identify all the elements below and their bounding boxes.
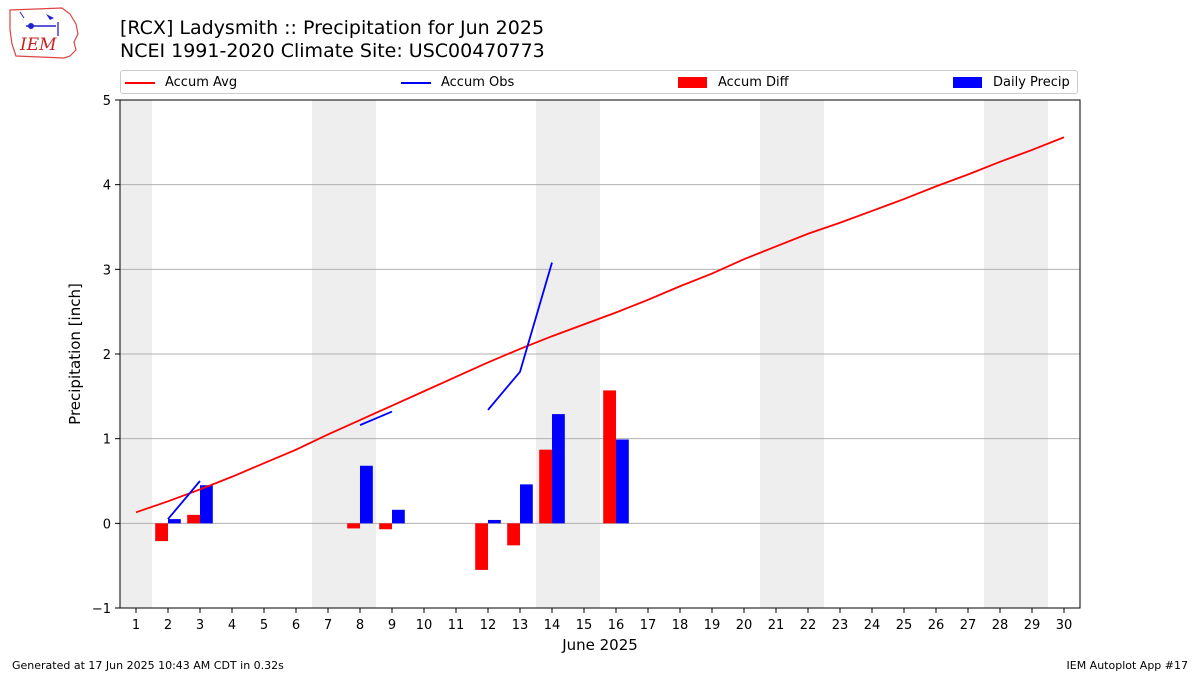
y-axis-label: Precipitation [inch] (66, 283, 84, 425)
x-tick-label: 10 (416, 618, 433, 633)
x-tick-label: 18 (672, 618, 689, 633)
chart-title: [RCX] Ladysmith :: Precipitation for Jun… (120, 17, 545, 39)
x-tick-label: 3 (196, 618, 204, 633)
x-tick-label: 14 (544, 618, 561, 633)
bar-daily-precip (552, 414, 565, 524)
legend-swatch-accum-obs (401, 82, 431, 84)
x-tick-label: 25 (896, 618, 913, 633)
x-tick-label: 19 (704, 618, 721, 633)
app-label: IEM Autoplot App #17 (1066, 659, 1189, 672)
bar-accum-diff (347, 523, 360, 529)
bars (155, 390, 629, 570)
x-tick-label: 1 (132, 618, 140, 633)
y-tick-label: −1 (92, 602, 111, 617)
x-tick-label: 16 (608, 618, 625, 633)
y-tick-label: 4 (103, 179, 111, 194)
x-tick-label: 13 (512, 618, 529, 633)
x-tick-label: 28 (992, 618, 1009, 633)
bar-accum-diff (379, 523, 392, 530)
bar-accum-diff (603, 390, 616, 524)
x-tick-label: 2 (164, 618, 172, 633)
x-tick-label: 26 (928, 618, 945, 633)
x-tick-label: 4 (228, 618, 236, 633)
x-tick-label: 9 (388, 618, 396, 633)
legend-label: Daily Precip (993, 75, 1070, 90)
x-tick-label: 5 (260, 618, 268, 633)
bar-accum-diff (155, 523, 168, 542)
legend-label: Accum Diff (718, 75, 789, 90)
bar-daily-precip (520, 484, 533, 524)
chart-subtitle: NCEI 1991-2020 Climate Site: USC00470773 (120, 40, 545, 62)
x-tick-label: 29 (1024, 618, 1041, 633)
y-tick-label: 3 (103, 263, 111, 278)
x-tick-label: 30 (1056, 618, 1073, 633)
x-tick-label: 12 (480, 618, 497, 633)
bar-daily-precip (200, 485, 213, 524)
bar-daily-precip (392, 509, 405, 524)
legend-swatch-accum-avg (125, 82, 155, 84)
logo-wordmark: IEM (19, 35, 57, 55)
x-axis-label: June 2025 (561, 636, 638, 654)
legend-swatch-daily-precip (953, 77, 982, 88)
x-tick-label: 7 (324, 618, 332, 633)
x-tick-label: 27 (960, 618, 977, 633)
y-tick-label: 2 (103, 348, 111, 363)
lines (135, 136, 1065, 520)
legend-label: Accum Obs (441, 75, 515, 90)
bar-daily-precip (616, 439, 629, 524)
x-tick-label: 20 (736, 618, 753, 633)
generated-timestamp: Generated at 17 Jun 2025 10:43 AM CDT in… (12, 659, 284, 672)
line-accum-obs (359, 410, 393, 426)
x-tick-label: 15 (576, 618, 593, 633)
y-tick-label: 1 (103, 433, 111, 448)
y-tick-label: 0 (103, 517, 111, 532)
x-tick-label: 8 (356, 618, 364, 633)
bar-daily-precip (360, 465, 373, 524)
x-tick-label: 23 (832, 618, 849, 633)
x-tick-label: 21 (768, 618, 785, 633)
legend-label: Accum Avg (165, 75, 238, 90)
line-accum-avg (135, 136, 1065, 514)
bar-accum-diff (475, 523, 488, 570)
legend-swatch-accum-diff (678, 77, 707, 88)
x-tick-label: 11 (448, 618, 465, 633)
bar-accum-diff (507, 523, 520, 546)
line-accum-obs (167, 480, 201, 520)
bar-daily-precip (488, 519, 501, 524)
chart-legend: Accum Avg Accum Obs Accum Diff Daily Pre… (120, 70, 1078, 94)
bar-accum-diff (539, 449, 552, 524)
x-tick-label: 24 (864, 618, 881, 633)
x-tick-label: 17 (640, 618, 657, 633)
x-tick-label: 22 (800, 618, 817, 633)
iem-logo: IEM (9, 7, 79, 59)
bar-daily-precip (168, 519, 181, 524)
x-tick-label: 6 (292, 618, 300, 633)
bar-accum-diff (187, 514, 200, 524)
y-tick-label: 5 (103, 94, 111, 109)
line-accum-obs (487, 262, 553, 411)
